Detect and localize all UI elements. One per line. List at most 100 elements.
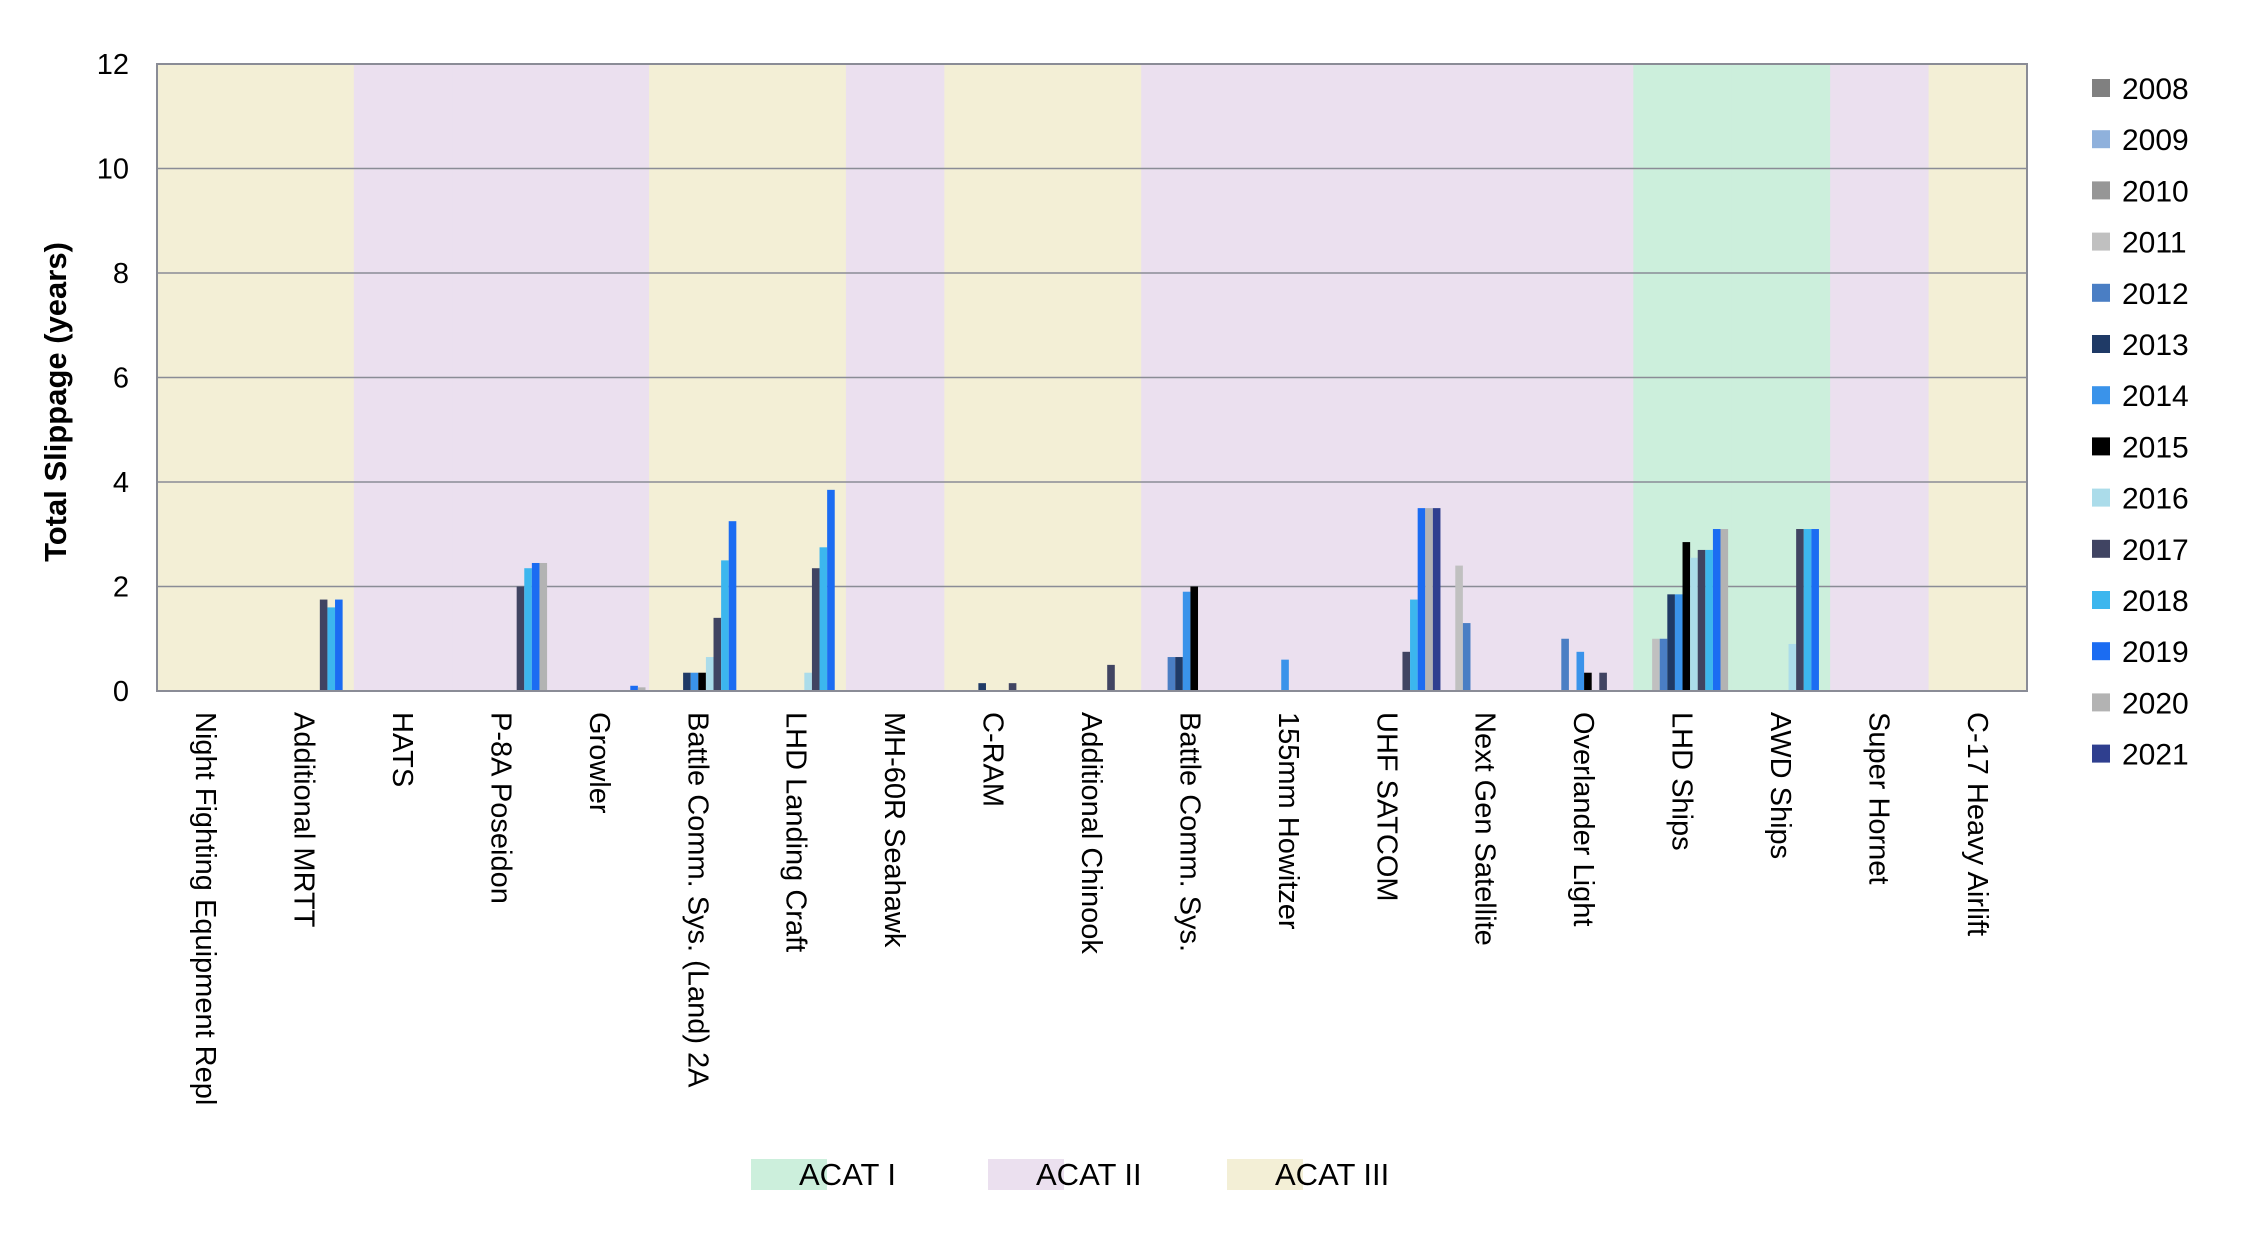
legend-swatch-2011 [2092,232,2110,251]
bar-additional-mrtt-2018 [327,607,336,691]
x-tick-label-mh-60r-seahawk: MH-60R Seahawk [878,712,910,948]
bar-uhf-satcom-2020 [1425,508,1433,691]
x-tick-label-overlander-light: Overlander Light [1567,712,1599,926]
legend-label-2010: 2010 [2122,175,2189,208]
bar-lhd-ships-2014 [1674,594,1683,691]
bar-awd-ships-2017 [1796,529,1804,691]
y-tick-label-2: 2 [113,572,129,604]
x-tick-label-super-hornet: Super Hornet [1862,712,1894,885]
bar-lhd-landing-craft-2017 [811,568,820,691]
bar-next-gen-satellite-2012 [1462,623,1471,691]
bar-lhd-ships-2017 [1697,549,1706,691]
legend-swatch-2014 [2092,386,2110,405]
bar-p-8a-poseidon-2018 [524,568,532,691]
bar-lhd-ships-2011 [1652,638,1660,691]
legend-swatch-2015 [2092,437,2110,456]
x-tick-label-p-8a-poseidon: P-8A Poseidon [484,712,516,904]
legend-swatch-2008 [2092,79,2110,97]
legend-label-2014: 2014 [2122,380,2189,413]
x-tick-label-next-gen-satellite: Next Gen Satellite [1469,712,1501,946]
bar-p-8a-poseidon-2017 [516,586,525,691]
bar-battle-comm-sys-2013 [1175,657,1183,691]
bar-battle-comm-sys-land-2a-2013 [683,672,691,691]
bar-uhf-satcom-2017 [1402,651,1411,691]
legend-label-2019: 2019 [2122,636,2189,669]
legend: 2008 2009 2010 2011 2012 2013 2014 2015 2016 2017… [2092,73,2189,772]
x-tick-label-additional-chinook: Additional Chinook [1075,712,1107,954]
bar-c-ram-2013 [978,683,986,691]
band-legend-swatch-acat-ii [988,1159,1064,1190]
bar-battle-comm-sys-land-2a-2019 [728,521,737,691]
x-tick-label-lhd-ships: LHD Ships [1666,712,1698,851]
bar-155mm-howitzer-2014 [1281,659,1289,691]
legend-swatch-2021 [2092,744,2110,763]
bars [319,489,1819,691]
bar-uhf-satcom-2021 [1432,508,1441,691]
band-legend-label-acat-i: ACAT I [799,1157,896,1192]
band-legend-swatch-acat-i [751,1159,827,1190]
bar-uhf-satcom-2019 [1417,508,1426,691]
legend-swatch-2009 [2092,130,2110,149]
bar-growler-2019 [630,685,638,691]
legend-label-2015: 2015 [2122,431,2189,464]
bar-growler-2020 [637,687,646,691]
legend-label-2021: 2021 [2122,739,2189,772]
bar-overlander-light-2014 [1576,651,1585,691]
bar-overlander-light-2012 [1561,638,1569,691]
plot-frame [156,63,2028,692]
bar-lhd-landing-craft-2016 [804,672,812,691]
bar-lhd-landing-craft-2019 [827,489,835,691]
legend-label-2018: 2018 [2122,585,2189,618]
bar-battle-comm-sys-land-2a-2016 [705,657,714,691]
x-tick-labels: Night Fighting Equipment Repl Additional … [189,712,1993,1105]
bar-awd-ships-2018 [1803,529,1812,691]
bar-battle-comm-sys-2012 [1167,657,1176,691]
bar-battle-comm-sys-land-2a-2017 [713,617,722,691]
legend-label-2008: 2008 [2122,73,2189,106]
bar-c-ram-2017 [1008,683,1017,691]
y-tick-labels: 0 2 4 6 8 10 12 [97,49,129,708]
band-legend: ACAT I ACAT II ACAT III [751,1157,1389,1192]
bar-overlander-light-2015 [1584,672,1592,691]
bar-lhd-ships-2013 [1667,594,1675,691]
x-tick-label-battle-comm-sys: Battle Comm. Sys. [1173,712,1205,952]
y-tick-label-6: 6 [113,363,129,395]
bar-additional-chinook-2017 [1107,664,1115,691]
bar-battle-comm-sys-land-2a-2015 [698,672,706,691]
bar-uhf-satcom-2018 [1410,599,1418,691]
legend-swatch-2019 [2092,642,2110,661]
bar-battle-comm-sys-land-2a-2018 [721,560,729,691]
bar-overlander-light-2017 [1599,672,1607,691]
x-tick-label-c-ram: C-RAM [977,712,1009,807]
legend-swatch-2018 [2092,591,2110,609]
legend-label-2012: 2012 [2122,278,2189,311]
bar-lhd-landing-craft-2018 [819,547,828,691]
bar-battle-comm-sys-2014 [1182,591,1191,691]
bar-lhd-ships-2016 [1690,557,1698,691]
x-tick-label-night-fighting-equipment-repl: Night Fighting Equipment Repl [189,712,221,1105]
y-tick-label-8: 8 [113,258,129,290]
legend-swatch-2020 [2092,693,2110,712]
legend-label-2011: 2011 [2122,227,2187,260]
bar-battle-comm-sys-2015 [1190,586,1199,691]
bar-additional-mrtt-2017 [319,599,328,691]
legend-swatch-2016 [2092,488,2110,507]
band-legend-label-acat-iii: ACAT III [1275,1157,1389,1192]
legend-swatch-2017 [2092,539,2110,558]
legend-label-2017: 2017 [2122,534,2189,567]
y-tick-label-10: 10 [97,154,129,186]
bar-awd-ships-2019 [1811,529,1819,691]
bar-awd-ships-2016 [1788,643,1797,691]
gridlines [157,167,2027,588]
bar-p-8a-poseidon-2019 [531,562,540,691]
y-tick-label-12: 12 [97,49,129,81]
x-tick-label-growler: Growler [583,712,615,814]
legend-label-2013: 2013 [2122,329,2189,362]
bar-lhd-ships-2015 [1682,542,1691,691]
x-tick-label-battle-comm-sys-land-2a: Battle Comm. Sys. (Land) 2A [681,712,713,1088]
axes [156,63,2028,692]
y-axis-label: Total Slippage (years) [38,242,73,562]
bar-lhd-ships-2020 [1720,529,1729,691]
